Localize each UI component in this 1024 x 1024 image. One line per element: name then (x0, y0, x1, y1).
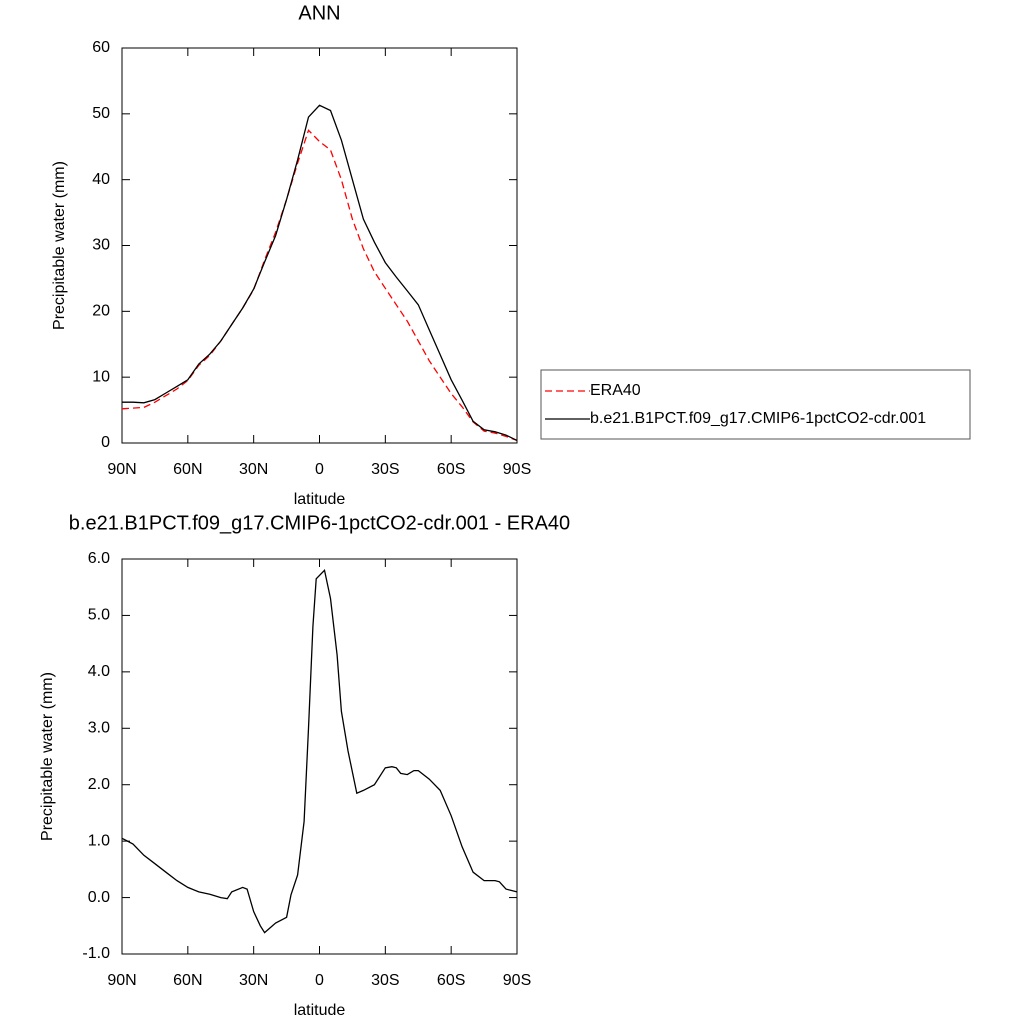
legend-box (540, 369, 971, 440)
chart-title: ANN (298, 2, 340, 24)
legend-label: b.e21.B1PCT.f09_g17.CMIP6-1pctCO2-cdr.00… (590, 410, 926, 427)
y-tick-label: -1.0 (82, 945, 110, 962)
y-tick-label: 3.0 (88, 720, 110, 737)
chart-title: b.e21.B1PCT.f09_g17.CMIP6-1pctCO2-cdr.00… (69, 512, 570, 534)
y-tick-label: 4.0 (88, 663, 110, 680)
y-tick-label: 20 (92, 303, 110, 320)
legend-label: ERA40 (590, 382, 641, 399)
y-tick-label: 30 (92, 237, 110, 254)
series-line (121, 568, 518, 934)
x-tick-label: 30S (371, 972, 399, 989)
x-axis-label: latitude (294, 1002, 346, 1019)
plot-frame (121, 558, 518, 955)
y-tick-label: 10 (92, 368, 110, 385)
series-line (121, 129, 518, 442)
y-tick-label: 5.0 (88, 607, 110, 624)
x-tick-label: 90S (503, 461, 531, 478)
x-tick-label: 0 (315, 972, 324, 989)
x-tick-label: 90S (503, 972, 531, 989)
y-tick-label: 1.0 (88, 832, 110, 849)
y-tick-label: 0.0 (88, 889, 110, 906)
y-axis-label: Precipitable water (mm) (39, 672, 56, 841)
x-tick-label: 60S (437, 461, 465, 478)
x-tick-label: 60S (437, 972, 465, 989)
x-tick-label: 0 (315, 461, 324, 478)
y-tick-label: 2.0 (88, 776, 110, 793)
y-tick-label: 40 (92, 171, 110, 188)
x-tick-label: 30S (371, 461, 399, 478)
x-tick-label: 30N (239, 972, 268, 989)
x-tick-label: 90N (107, 461, 136, 478)
y-tick-label: 6.0 (88, 550, 110, 567)
x-tick-label: 60N (173, 461, 202, 478)
x-axis-label: latitude (294, 491, 346, 508)
x-tick-label: 60N (173, 972, 202, 989)
x-tick-label: 30N (239, 461, 268, 478)
y-tick-label: 0 (101, 434, 110, 451)
x-tick-label: 90N (107, 972, 136, 989)
y-tick-label: 60 (92, 39, 110, 56)
y-axis-label: Precipitable water (mm) (51, 161, 68, 330)
y-tick-label: 50 (92, 105, 110, 122)
series-line (122, 104, 518, 441)
